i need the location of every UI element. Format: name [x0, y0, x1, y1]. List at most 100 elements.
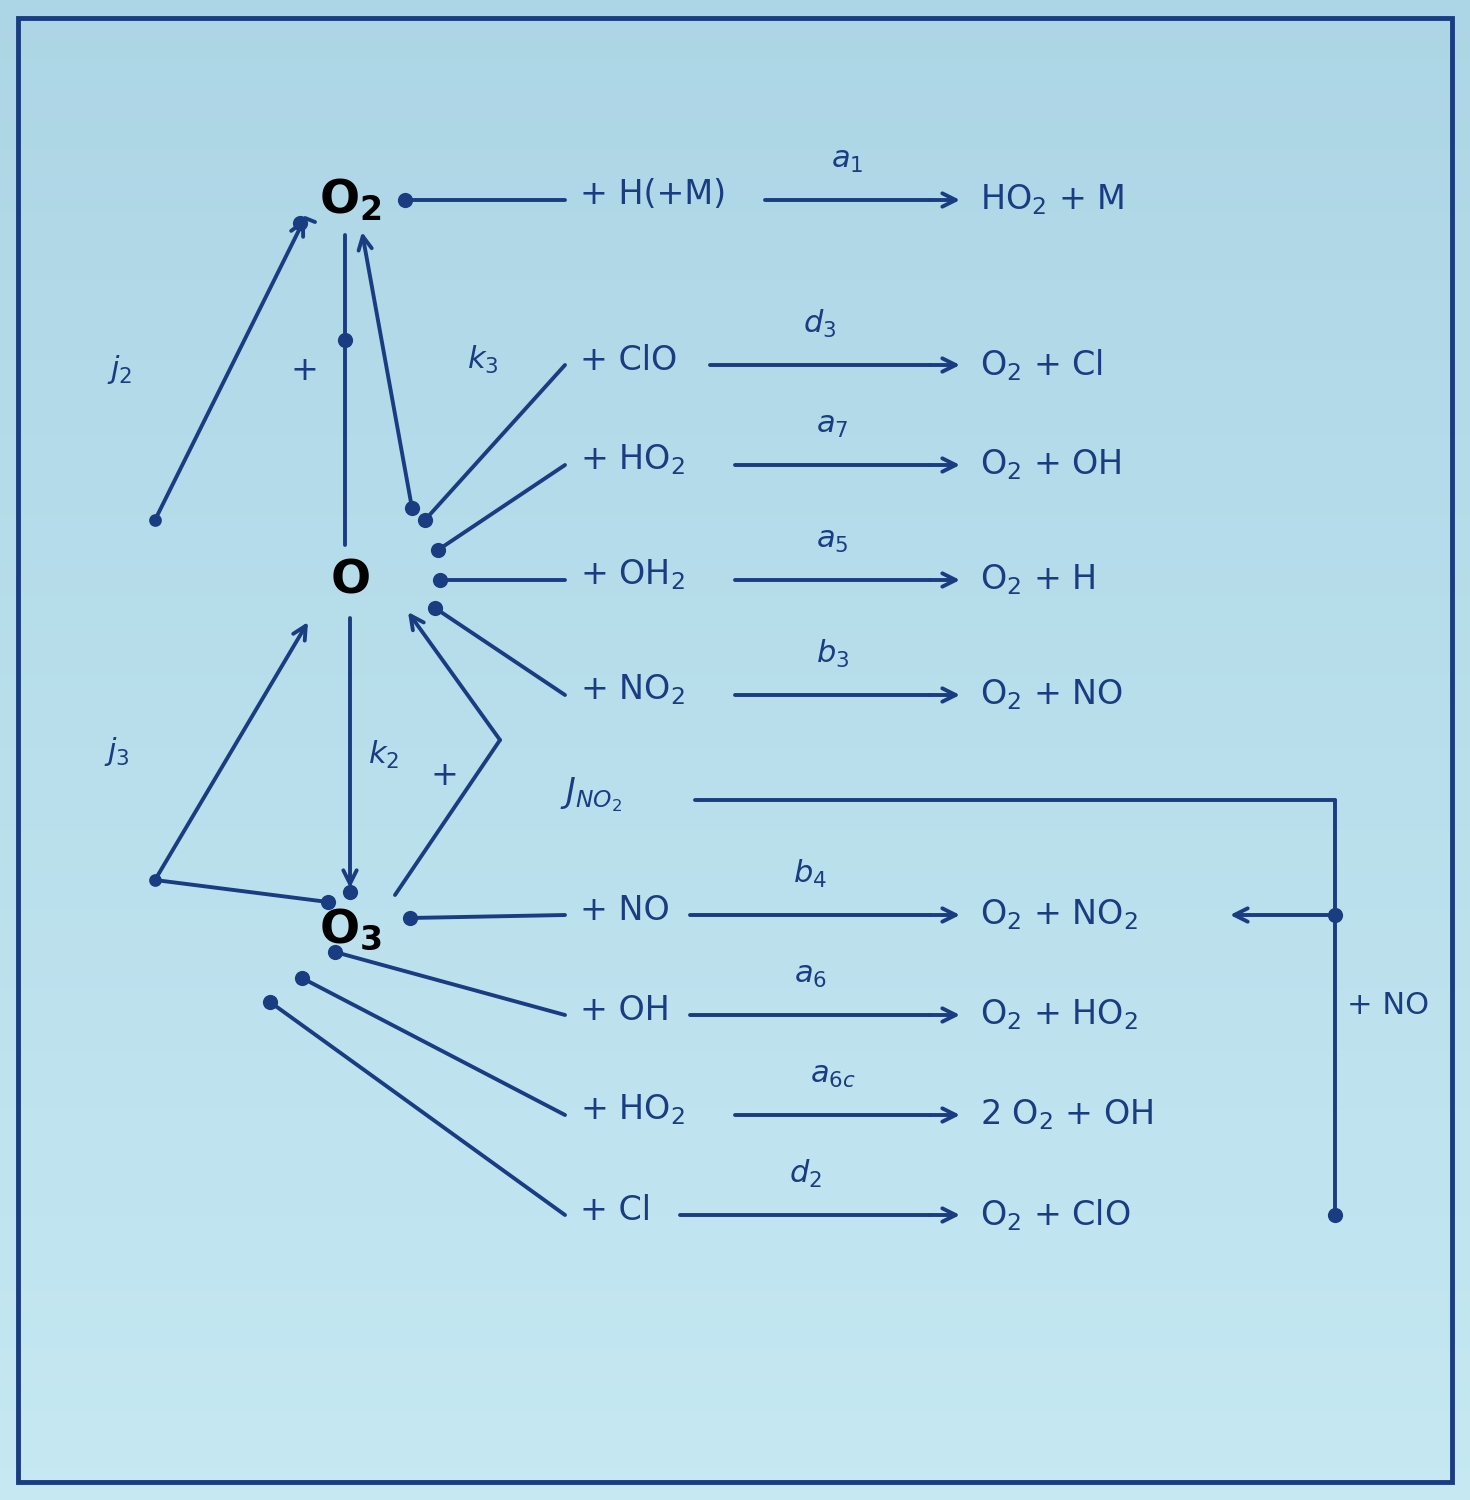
Bar — [0, 975, 1470, 980]
Bar — [0, 915, 1470, 920]
Bar — [0, 1114, 1470, 1120]
Point — [1323, 1203, 1347, 1227]
Bar — [0, 806, 1470, 810]
Bar — [0, 10, 1470, 15]
Bar — [0, 840, 1470, 844]
Bar — [0, 630, 1470, 634]
Bar — [0, 1460, 1470, 1466]
Point — [143, 868, 166, 892]
Bar — [0, 1485, 1470, 1490]
Point — [413, 509, 437, 532]
Bar — [0, 1420, 1470, 1425]
Bar — [0, 394, 1470, 400]
Bar — [0, 900, 1470, 904]
Bar — [0, 1286, 1470, 1290]
Bar — [0, 90, 1470, 94]
Bar — [0, 120, 1470, 124]
Bar — [0, 640, 1470, 645]
Bar — [0, 1234, 1470, 1240]
Bar — [0, 1196, 1470, 1200]
Text: + Cl: + Cl — [581, 1194, 651, 1227]
Bar — [0, 1150, 1470, 1155]
Text: + HO$_2$: + HO$_2$ — [581, 442, 685, 477]
Bar — [0, 315, 1470, 320]
Bar — [0, 896, 1470, 900]
Bar — [0, 154, 1470, 160]
Bar — [0, 1346, 1470, 1350]
Point — [426, 538, 450, 562]
Bar — [0, 1450, 1470, 1455]
Bar — [0, 420, 1470, 424]
Text: $j_3$: $j_3$ — [104, 735, 129, 768]
Bar — [0, 110, 1470, 116]
Bar — [0, 1174, 1470, 1180]
Point — [428, 568, 451, 592]
Bar — [0, 1370, 1470, 1376]
Text: $a_{6c}$: $a_{6c}$ — [810, 1060, 856, 1090]
Bar — [0, 1354, 1470, 1360]
Bar — [0, 1440, 1470, 1444]
Bar — [0, 930, 1470, 934]
Text: O$_2$ + NO$_2$: O$_2$ + NO$_2$ — [980, 897, 1138, 933]
Text: $a_7$: $a_7$ — [816, 411, 848, 440]
Bar — [0, 1185, 1470, 1190]
Bar — [0, 350, 1470, 355]
Bar — [0, 190, 1470, 195]
Bar — [0, 290, 1470, 296]
Bar — [0, 1020, 1470, 1025]
Bar — [0, 604, 1470, 610]
Bar — [0, 776, 1470, 780]
Bar — [0, 300, 1470, 304]
Bar — [0, 240, 1470, 244]
Bar — [0, 1320, 1470, 1324]
Bar — [0, 850, 1470, 855]
Text: $k_2$: $k_2$ — [368, 740, 400, 771]
Bar — [0, 904, 1470, 910]
Bar — [0, 105, 1470, 110]
Text: + ClO: + ClO — [581, 344, 678, 376]
Bar — [0, 400, 1470, 405]
Bar — [0, 0, 1470, 4]
Bar — [0, 885, 1470, 890]
Bar — [0, 390, 1470, 394]
Bar — [0, 26, 1470, 30]
Bar — [0, 1444, 1470, 1450]
Text: + NO: + NO — [581, 894, 670, 927]
Bar — [0, 1054, 1470, 1060]
Bar — [0, 570, 1470, 574]
Bar — [0, 1016, 1470, 1020]
Bar — [0, 345, 1470, 350]
Bar — [0, 1365, 1470, 1370]
Text: + OH$_2$: + OH$_2$ — [581, 558, 685, 592]
Bar — [0, 940, 1470, 945]
Text: $j_2$: $j_2$ — [107, 352, 132, 386]
Bar — [0, 460, 1470, 465]
Bar — [0, 1410, 1470, 1414]
Bar — [0, 424, 1470, 430]
Bar — [0, 70, 1470, 75]
Bar — [0, 690, 1470, 694]
Bar — [0, 454, 1470, 460]
Bar — [0, 255, 1470, 260]
Text: $\mathbf{O_3}$: $\mathbf{O_3}$ — [319, 908, 382, 952]
Bar — [0, 1095, 1470, 1100]
Bar — [0, 855, 1470, 859]
Bar — [0, 320, 1470, 326]
Bar — [0, 730, 1470, 735]
Point — [338, 880, 362, 904]
Bar — [0, 874, 1470, 880]
Bar — [0, 800, 1470, 806]
Bar — [0, 574, 1470, 580]
Bar — [0, 964, 1470, 970]
Text: $a_1$: $a_1$ — [832, 146, 864, 176]
Text: $a_6$: $a_6$ — [794, 962, 826, 990]
Bar — [0, 724, 1470, 730]
Bar — [0, 260, 1470, 266]
Bar — [0, 765, 1470, 770]
Bar — [0, 1250, 1470, 1256]
Bar — [0, 364, 1470, 370]
Bar — [0, 50, 1470, 55]
Bar — [0, 555, 1470, 560]
Bar — [0, 1360, 1470, 1365]
Bar — [0, 980, 1470, 986]
